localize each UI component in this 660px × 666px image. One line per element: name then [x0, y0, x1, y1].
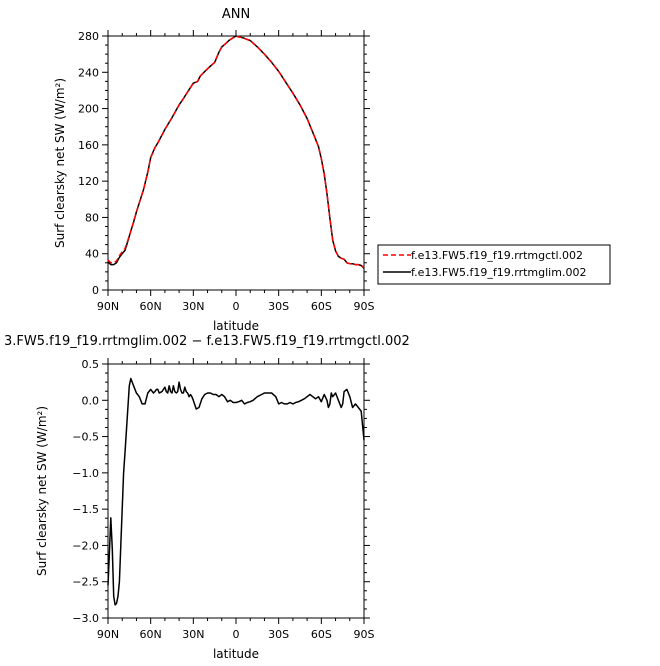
- bottom-x-axis-label: latitude: [213, 647, 259, 661]
- top-ytick-label: 80: [85, 211, 99, 224]
- bottom-chart-title: 3.FW5.f19_f19.rrtmglim.002 − f.e13.FW5.f…: [4, 334, 410, 349]
- top-chart: ANN 0 40 80 120 160 200 240 280 90N 60N 30N 0 30S 60…: [53, 7, 375, 333]
- top-ytick-label: 40: [85, 248, 99, 261]
- bot-ytick-label: −0.5: [72, 431, 99, 444]
- legend-label-lim: f.e13.FW5.f19_f19.rrtmglim.002: [411, 266, 586, 279]
- top-ytick-label: 240: [78, 66, 99, 79]
- top-ytick-label: 200: [78, 103, 99, 116]
- top-x-axis-label: latitude: [213, 319, 259, 333]
- legend-label-ctl: f.e13.FW5.f19_f19.rrtmgctl.002: [411, 249, 583, 262]
- top-y-axis-label: Surf clearsky net SW (W/m²): [53, 78, 67, 248]
- bottom-y-axis-label: Surf clearsky net SW (W/m²): [35, 406, 49, 576]
- bot-xtick-label: 60S: [311, 628, 332, 641]
- bot-xtick-label: 90S: [354, 628, 375, 641]
- bot-ytick-label: 0.0: [82, 394, 100, 407]
- top-xtick-label: 0: [233, 300, 240, 313]
- top-xtick-label: 30S: [268, 300, 289, 313]
- bot-xtick-label: 60N: [140, 628, 162, 641]
- top-series-line-1: [107, 35, 365, 269]
- bottom-plot-frame: [107, 363, 365, 619]
- top-xtick-label: 90S: [354, 300, 375, 313]
- top-xtick-label: 60S: [311, 300, 332, 313]
- top-xtick-label: 90N: [97, 300, 119, 313]
- top-xtick-label: 30N: [182, 300, 204, 313]
- bot-ytick-label: −1.5: [72, 503, 99, 516]
- bot-xtick-label: 90N: [97, 628, 119, 641]
- bot-ytick-label: −3.0: [72, 612, 99, 625]
- top-chart-title: ANN: [222, 7, 250, 22]
- bot-ytick-label: −2.0: [72, 539, 99, 552]
- bottom-chart: 3.FW5.f19_f19.rrtmglim.002 − f.e13.FW5.f…: [4, 334, 410, 661]
- top-series-line-0: [107, 35, 365, 268]
- bot-ytick-label: −2.5: [72, 576, 99, 589]
- top-ytick-label: 160: [78, 139, 99, 152]
- bot-ytick-label: 0.5: [82, 358, 100, 371]
- bot-xtick-label: 30N: [182, 628, 204, 641]
- legend-box: [377, 244, 611, 285]
- top-xtick-label: 60N: [140, 300, 162, 313]
- bot-xtick-label: 30S: [268, 628, 289, 641]
- legend: f.e13.FW5.f19_f19.rrtmgctl.002 f.e13.FW5…: [377, 244, 611, 285]
- bot-series-line-0: [107, 377, 365, 606]
- top-ytick-label: 0: [92, 284, 99, 297]
- top-ytick-label: 120: [78, 175, 99, 188]
- bot-xtick-label: 0: [233, 628, 240, 641]
- top-ytick-label: 280: [78, 30, 99, 43]
- top-plot-frame: [107, 35, 365, 291]
- bot-ytick-label: −1.0: [72, 467, 99, 480]
